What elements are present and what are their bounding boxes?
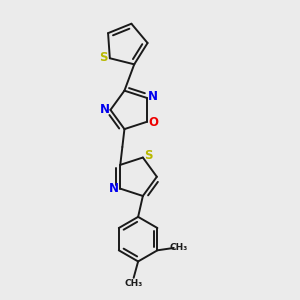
Text: CH₃: CH₃ <box>170 243 188 252</box>
Text: S: S <box>99 51 107 64</box>
Text: O: O <box>148 116 158 129</box>
Text: N: N <box>100 103 110 116</box>
Text: N: N <box>109 182 119 195</box>
Text: CH₃: CH₃ <box>124 279 143 288</box>
Text: N: N <box>148 90 158 103</box>
Text: S: S <box>145 149 153 162</box>
